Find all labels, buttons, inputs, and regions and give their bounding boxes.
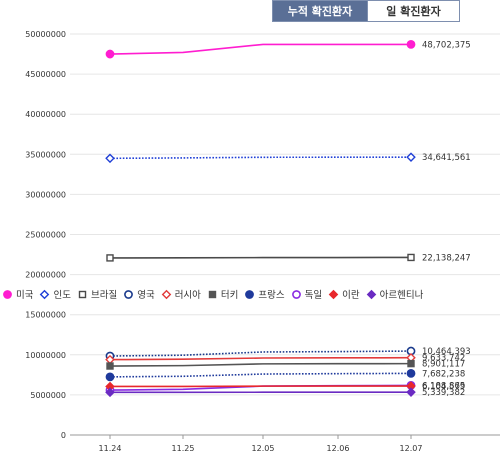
legend-marker xyxy=(328,289,339,299)
legend-marker xyxy=(291,289,301,299)
series-line xyxy=(109,43,412,55)
legend-marker xyxy=(78,290,87,298)
data-label: 7,682,238 xyxy=(422,369,465,379)
legend-item[interactable]: 영국 xyxy=(123,287,155,301)
data-point xyxy=(105,387,115,398)
y-tick-label: 10000000 xyxy=(25,351,66,360)
legend-marker xyxy=(40,289,50,299)
data-point xyxy=(245,289,255,299)
tab-cumulative-cases[interactable]: 누적 확진환자 xyxy=(272,0,368,22)
y-tick-label: 35000000 xyxy=(25,150,66,159)
tab-daily-cases[interactable]: 일 확진환자 xyxy=(368,0,460,22)
series-5: 8,901,117 xyxy=(106,359,465,370)
x-tick-label: 12.05 xyxy=(252,444,275,453)
y-tick-label: 15000000 xyxy=(25,311,66,320)
data-point xyxy=(40,289,50,299)
data-point xyxy=(106,254,114,262)
x-tick-label: 11.24 xyxy=(99,444,122,453)
data-point xyxy=(406,368,416,378)
y-tick-label: 40000000 xyxy=(25,110,66,119)
legend-item[interactable]: 터키 xyxy=(207,287,238,301)
y-tick-label: 20000000 xyxy=(25,271,66,280)
legend-label: 미국 xyxy=(16,290,34,301)
legend-label: 이란 xyxy=(342,290,360,301)
data-point xyxy=(106,362,114,370)
legend-marker xyxy=(161,289,171,299)
legend-label: 러시아 xyxy=(174,290,201,301)
legend-item[interactable]: 미국 xyxy=(2,287,33,301)
chart-legend: 미국 인도 브라질 영국 러시아 터키 프랑스 독일 이란 아르헨티나 xyxy=(2,286,500,302)
y-tick-label: 45000000 xyxy=(25,70,66,79)
legend-label: 아르헨티나 xyxy=(379,290,424,301)
data-point xyxy=(328,289,339,299)
series-1: 34,641,561 xyxy=(105,152,471,164)
data-label: 9,633,742 xyxy=(422,354,465,364)
series-line xyxy=(109,350,412,357)
legend-label: 독일 xyxy=(304,290,323,301)
legend-item[interactable]: 독일 xyxy=(291,287,322,301)
y-tick-label: 50000000 xyxy=(25,30,66,39)
legend-marker xyxy=(3,289,12,299)
data-label: 6,104,579 xyxy=(422,382,465,392)
legend-label: 터키 xyxy=(220,290,239,301)
series-line xyxy=(109,362,412,367)
data-point xyxy=(105,372,115,382)
data-label: 8,901,117 xyxy=(422,360,465,370)
series-9: 5,339,382 xyxy=(105,387,465,398)
y-tick-label: 30000000 xyxy=(25,190,66,199)
legend-item[interactable]: 아르헨티나 xyxy=(366,287,424,301)
series-6: 7,682,238 xyxy=(105,368,465,382)
data-point xyxy=(366,289,376,299)
legend-marker xyxy=(208,290,217,298)
legend-label: 인도 xyxy=(53,290,71,301)
x-tick-label: 12.06 xyxy=(327,444,350,453)
data-label: 48,702,375 xyxy=(422,40,471,50)
series-2: 22,138,247 xyxy=(106,253,471,263)
legend-marker xyxy=(245,289,255,299)
data-point xyxy=(78,290,87,298)
legend-item[interactable]: 인도 xyxy=(39,287,71,301)
legend-label: 프랑스 xyxy=(258,290,285,301)
series-line xyxy=(109,356,412,361)
data-point xyxy=(3,289,12,299)
data-point xyxy=(161,289,171,299)
data-point xyxy=(124,289,134,299)
data-point xyxy=(406,40,416,49)
data-label: 34,641,561 xyxy=(422,153,471,163)
legend-item[interactable]: 이란 xyxy=(328,287,360,301)
data-label: 5,339,382 xyxy=(422,388,465,398)
legend-item[interactable]: 브라질 xyxy=(77,287,117,301)
x-tick-label: 11.25 xyxy=(172,444,195,453)
tab-bar: 누적 확진환자 일 확진환자 xyxy=(272,0,460,24)
y-tick-label: 0 xyxy=(61,431,66,440)
data-label: 10,464,393 xyxy=(422,347,471,357)
data-point xyxy=(406,387,416,397)
data-label: 22,138,247 xyxy=(422,253,471,263)
data-point xyxy=(291,289,301,299)
data-point xyxy=(105,49,115,59)
y-tick-label: 25000000 xyxy=(25,231,66,240)
legend-item[interactable]: 러시아 xyxy=(161,287,201,301)
series-line xyxy=(109,372,412,378)
x-tick-label: 12.07 xyxy=(400,444,423,453)
data-point xyxy=(208,290,217,298)
series-4: 9,633,742 xyxy=(105,352,465,365)
legend-label: 브라질 xyxy=(90,290,118,301)
data-point xyxy=(407,253,415,262)
data-point xyxy=(407,359,415,368)
y-tick-label: 5000000 xyxy=(30,391,66,400)
series-0: 48,702,375 xyxy=(105,40,471,59)
series-line xyxy=(109,156,412,160)
legend-marker xyxy=(124,289,134,299)
legend-item[interactable]: 프랑스 xyxy=(244,287,285,301)
data-point xyxy=(105,153,115,164)
data-point xyxy=(406,152,416,162)
legend-marker xyxy=(366,289,376,299)
data-label: 6,188,865 xyxy=(422,381,465,391)
legend-label: 영국 xyxy=(137,290,155,301)
